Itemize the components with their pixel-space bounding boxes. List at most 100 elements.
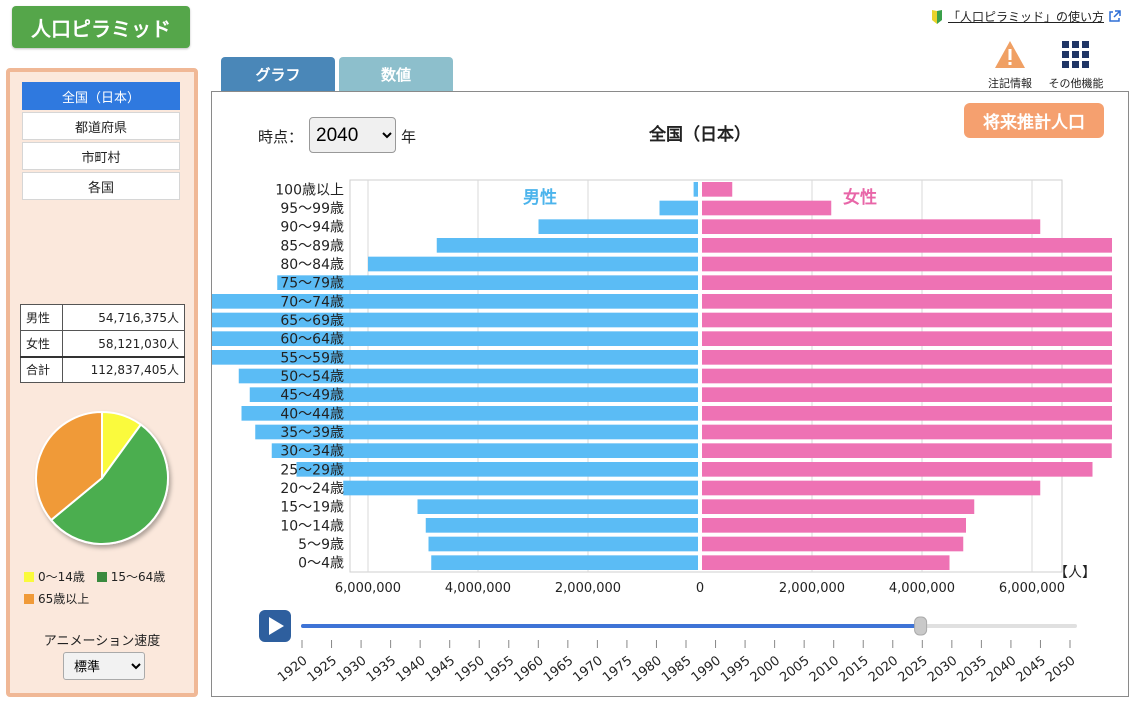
year-tick-label: 1985 — [659, 653, 694, 685]
female-bar — [702, 518, 966, 533]
stats-female-label: 女性 — [20, 330, 63, 357]
year-tick-label: 2050 — [1043, 653, 1078, 685]
year-select[interactable]: 2040 — [309, 117, 396, 153]
time-point-label: 時点： — [258, 128, 304, 146]
age-category-label: 0〜4歳 — [298, 556, 344, 572]
year-tick-label: 2040 — [984, 653, 1019, 685]
female-bar — [702, 238, 1112, 253]
age-category-label: 10〜14歳 — [280, 518, 344, 534]
app-title: 人口ピラミッド — [12, 6, 190, 48]
male-bar — [659, 200, 698, 216]
age-category-label: 55〜59歳 — [280, 350, 344, 366]
female-bar — [702, 219, 1041, 234]
female-bar — [702, 182, 733, 197]
female-bar — [702, 294, 1112, 309]
population-pyramid-chart: 6,000,000 4,000,000 2,000,000 0 2,000,000 4,0… — [212, 179, 1112, 596]
female-bar — [702, 536, 964, 552]
age-category-label: 25〜29歳 — [280, 462, 344, 478]
female-side-label: 女性 — [843, 187, 877, 208]
x-tick-label: 2,000,000 — [555, 581, 621, 596]
region-list: 全国（日本） 都道府県 市町村 各国 — [22, 82, 180, 202]
male-bar — [255, 424, 698, 440]
year-tick-label: 1920 — [275, 653, 310, 685]
male-bar — [212, 312, 698, 328]
male-bar — [538, 219, 698, 234]
slider-thumb[interactable] — [914, 616, 928, 636]
region-item-prefecture[interactable]: 都道府県 — [22, 112, 180, 140]
male-bar — [343, 480, 698, 496]
animation-speed-select[interactable]: 標準 — [63, 652, 145, 680]
tab-graph[interactable]: グラフ — [221, 57, 335, 91]
legend-label-working: 15〜64歳 — [110, 570, 166, 584]
year-tick-label: 2020 — [866, 653, 901, 685]
year-tick-label: 1925 — [305, 653, 340, 685]
year-tick-label: 1995 — [718, 653, 753, 685]
age-category-label: 30〜34歳 — [280, 444, 344, 460]
stats-row-total: 合計 112,837,405人 — [20, 355, 185, 383]
year-tick-label: 1950 — [452, 653, 487, 685]
male-bar — [428, 536, 698, 552]
age-category-label: 40〜44歳 — [280, 406, 344, 422]
year-tick-label: 2005 — [777, 653, 812, 685]
year-tick-label: 1970 — [571, 653, 606, 685]
legend-label-young: 0〜14歳 — [38, 570, 85, 584]
male-bar — [249, 387, 698, 402]
female-bar — [702, 555, 950, 570]
other-functions-button[interactable]: その他機能 — [1044, 40, 1108, 91]
male-bar — [212, 350, 698, 365]
male-bar — [436, 238, 698, 253]
tab-values[interactable]: 数値 — [339, 57, 453, 91]
legend-swatch-young — [24, 571, 34, 582]
sidebar: 全国（日本） 都道府県 市町村 各国 男性 54,716,375人 女性 58,… — [6, 68, 198, 697]
year-tick-label: 2045 — [1014, 653, 1049, 685]
legend-item-working: 15〜64歳 — [96, 568, 166, 585]
male-side-label: 男性 — [523, 187, 557, 208]
year-unit-label: 年 — [401, 128, 417, 146]
stats-row-female: 女性 58,121,030人 — [20, 330, 185, 357]
year-tick-label: 2000 — [748, 653, 783, 685]
male-bar — [212, 294, 698, 309]
age-category-label: 45〜49歳 — [280, 388, 344, 404]
age-pie-svg — [35, 410, 169, 545]
region-item-municipality[interactable]: 市町村 — [22, 142, 180, 170]
age-category-label: 65〜69歳 — [280, 313, 344, 329]
year-tick-label: 2025 — [895, 653, 930, 685]
year-tick-label: 1955 — [482, 653, 517, 685]
region-item-japan[interactable]: 全国（日本） — [22, 82, 180, 110]
age-category-label: 60〜64歳 — [280, 332, 344, 348]
x-tick-label: 0 — [696, 581, 704, 596]
female-bar — [702, 387, 1112, 402]
future-projection-button[interactable]: 将来推計人口 — [964, 103, 1104, 138]
pie-slice-1 — [49, 423, 169, 545]
age-category-label: 85〜89歳 — [280, 238, 344, 254]
legend-item-young: 0〜14歳 — [24, 568, 85, 585]
pie-slice-2 — [35, 410, 103, 522]
x-tick-label: 6,000,000 — [335, 581, 401, 596]
female-bar — [702, 406, 1112, 421]
female-bar — [702, 350, 1112, 365]
population-stats-table: 男性 54,716,375人 女性 58,121,030人 合計 112,837… — [20, 304, 185, 383]
female-bar — [702, 200, 832, 216]
male-bar — [431, 555, 698, 570]
x-tick-label: 2,000,000 — [779, 581, 845, 596]
animation-speed-label: アニメーション速度 — [43, 634, 161, 649]
female-bar — [702, 424, 1112, 440]
age-pie-legend: 0〜14歳 15〜64歳 65歳以上 — [24, 568, 199, 612]
age-category-label: 80〜84歳 — [280, 257, 344, 273]
female-bar — [702, 256, 1112, 272]
female-bar — [702, 443, 1112, 458]
grid-menu-icon — [1062, 41, 1089, 68]
age-category-label: 20〜24歳 — [280, 481, 344, 497]
age-category-label: 90〜94歳 — [280, 220, 344, 236]
age-category-label: 35〜39歳 — [280, 425, 344, 441]
notes-info-button[interactable]: 注記情報 — [978, 40, 1042, 91]
female-bar — [702, 462, 1093, 477]
help-link[interactable]: 「人口ピラミッド」の使い方 — [930, 8, 1121, 25]
stats-female-value: 58,121,030人 — [62, 330, 185, 357]
region-item-countries[interactable]: 各国 — [22, 172, 180, 200]
male-bar — [271, 443, 698, 458]
notes-info-label: 注記情報 — [988, 77, 1032, 90]
year-tick-label: 2035 — [955, 653, 990, 685]
legend-swatch-working — [96, 571, 107, 582]
